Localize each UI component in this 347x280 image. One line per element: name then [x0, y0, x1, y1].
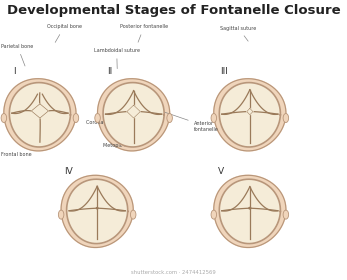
Polygon shape [31, 104, 49, 118]
Polygon shape [219, 179, 280, 244]
Polygon shape [37, 89, 43, 92]
Text: shutterstock.com · 2474412569: shutterstock.com · 2474412569 [131, 270, 216, 275]
Ellipse shape [211, 113, 217, 123]
Text: Occipital bone: Occipital bone [47, 24, 82, 42]
Polygon shape [127, 105, 140, 118]
Text: II: II [108, 67, 113, 76]
Polygon shape [9, 83, 70, 147]
Circle shape [249, 207, 251, 209]
Ellipse shape [95, 113, 100, 123]
Polygon shape [61, 175, 133, 248]
Polygon shape [4, 79, 76, 151]
Text: Anterior
fontanelle: Anterior fontanelle [153, 108, 218, 132]
Ellipse shape [1, 113, 7, 123]
Text: Sagittal suture: Sagittal suture [220, 26, 256, 41]
Polygon shape [214, 79, 286, 151]
Text: Posterior fontanelle: Posterior fontanelle [120, 24, 168, 42]
Text: Lambdoidal suture: Lambdoidal suture [94, 48, 140, 69]
Polygon shape [98, 79, 170, 151]
Ellipse shape [58, 210, 64, 219]
Text: Parietal bone: Parietal bone [1, 44, 34, 66]
Polygon shape [247, 108, 253, 115]
Text: IV: IV [64, 167, 73, 176]
Text: Frontal bone: Frontal bone [1, 152, 32, 157]
Text: I: I [13, 67, 16, 76]
Text: III: III [220, 67, 228, 76]
Ellipse shape [130, 210, 136, 219]
Polygon shape [219, 83, 280, 147]
Polygon shape [214, 175, 286, 248]
Text: Metopic suture: Metopic suture [103, 134, 140, 148]
Ellipse shape [211, 210, 217, 219]
Ellipse shape [283, 210, 289, 219]
Ellipse shape [283, 113, 289, 123]
Polygon shape [103, 83, 164, 147]
Ellipse shape [73, 113, 79, 123]
Ellipse shape [167, 113, 172, 123]
Text: Coronal suture: Coronal suture [86, 108, 122, 125]
Text: V: V [218, 167, 224, 176]
Text: Developmental Stages of Fontanelle Closure: Developmental Stages of Fontanelle Closu… [7, 4, 340, 17]
Circle shape [96, 207, 98, 209]
Polygon shape [67, 179, 128, 244]
